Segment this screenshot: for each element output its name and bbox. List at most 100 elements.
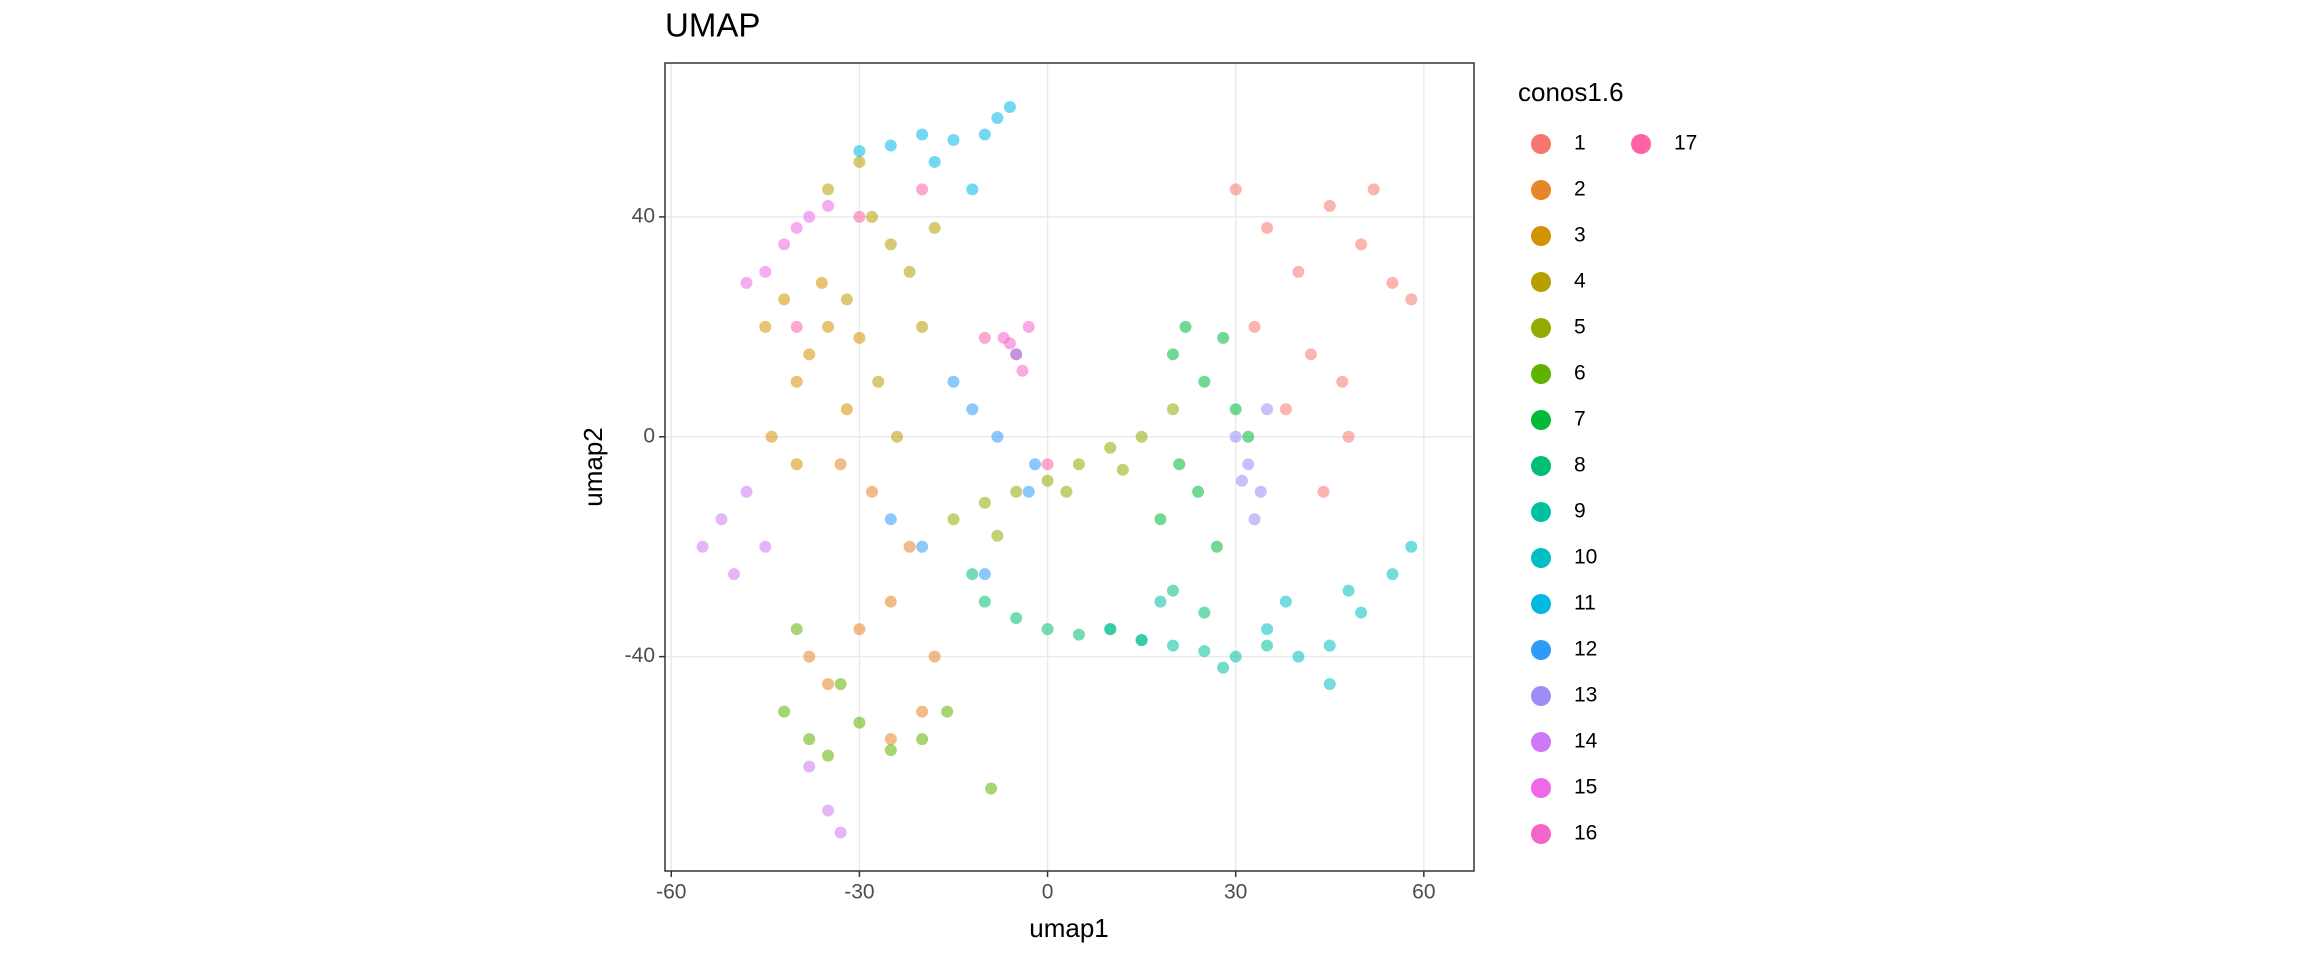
point bbox=[1342, 430, 1355, 443]
point bbox=[1104, 623, 1117, 636]
legend-swatch bbox=[1531, 134, 1551, 154]
point bbox=[1016, 364, 1029, 377]
point bbox=[1355, 238, 1368, 251]
series-points bbox=[853, 100, 1016, 196]
point bbox=[1041, 623, 1054, 636]
point bbox=[1229, 183, 1242, 196]
series-points bbox=[822, 155, 941, 443]
point bbox=[884, 744, 897, 757]
legend-label: 16 bbox=[1574, 822, 1597, 845]
x-axis-label: umap1 bbox=[1029, 913, 1109, 943]
point bbox=[1292, 265, 1305, 278]
point bbox=[884, 238, 897, 251]
legend-label: 11 bbox=[1574, 592, 1596, 615]
point bbox=[1405, 293, 1418, 306]
point bbox=[1154, 513, 1167, 526]
series-points bbox=[759, 276, 866, 471]
point bbox=[1010, 485, 1023, 498]
point bbox=[947, 375, 960, 388]
point bbox=[991, 430, 1004, 443]
point bbox=[916, 128, 929, 141]
series-points bbox=[1229, 183, 1418, 498]
point bbox=[985, 782, 998, 795]
series-points bbox=[947, 403, 1179, 542]
point bbox=[991, 529, 1004, 542]
series-points bbox=[1261, 540, 1418, 691]
point bbox=[790, 458, 803, 471]
point bbox=[1229, 650, 1242, 663]
plot-background bbox=[665, 63, 1474, 871]
point bbox=[916, 183, 929, 196]
point bbox=[822, 749, 835, 762]
point bbox=[1135, 430, 1148, 443]
point bbox=[1386, 568, 1399, 581]
point bbox=[891, 430, 904, 443]
point bbox=[1261, 221, 1274, 234]
point bbox=[1072, 458, 1085, 471]
point bbox=[803, 650, 816, 663]
point bbox=[853, 716, 866, 729]
point bbox=[1217, 331, 1230, 344]
point bbox=[1029, 458, 1042, 471]
point bbox=[1166, 639, 1179, 652]
point bbox=[803, 210, 816, 223]
point bbox=[884, 513, 897, 526]
point bbox=[1198, 606, 1211, 619]
legend-swatch bbox=[1531, 410, 1551, 430]
point bbox=[790, 221, 803, 234]
point bbox=[1355, 606, 1368, 619]
legend-label: 4 bbox=[1574, 270, 1586, 293]
legend-swatch bbox=[1531, 226, 1551, 246]
legend-label: 8 bbox=[1574, 454, 1586, 477]
point bbox=[903, 265, 916, 278]
legend-label: 1 bbox=[1574, 132, 1586, 155]
point bbox=[778, 705, 791, 718]
point bbox=[928, 221, 941, 234]
point bbox=[1198, 645, 1211, 658]
chart-title: UMAP bbox=[665, 7, 760, 44]
point bbox=[1229, 403, 1242, 416]
point bbox=[803, 348, 816, 361]
point bbox=[1010, 612, 1023, 625]
point bbox=[1166, 584, 1179, 597]
point bbox=[928, 155, 941, 168]
point bbox=[1242, 430, 1255, 443]
point bbox=[1405, 540, 1418, 553]
legend-swatch bbox=[1631, 134, 1651, 154]
point bbox=[1198, 375, 1211, 388]
point bbox=[790, 623, 803, 636]
legend-swatch bbox=[1531, 502, 1551, 522]
point bbox=[1116, 463, 1129, 476]
point bbox=[1248, 320, 1261, 333]
point bbox=[884, 595, 897, 608]
y-tick-label: -40 bbox=[625, 644, 655, 667]
point bbox=[916, 733, 929, 746]
point bbox=[1135, 634, 1148, 647]
point bbox=[790, 375, 803, 388]
legend-swatch bbox=[1531, 180, 1551, 200]
y-tick-label: 40 bbox=[632, 204, 655, 227]
point bbox=[865, 485, 878, 498]
y-axis-label: umap2 bbox=[578, 427, 608, 507]
point bbox=[840, 293, 853, 306]
legend-swatch bbox=[1531, 548, 1551, 568]
point bbox=[759, 320, 772, 333]
legend-label: 17 bbox=[1674, 132, 1697, 155]
point bbox=[1166, 348, 1179, 361]
point bbox=[740, 485, 753, 498]
point bbox=[1304, 348, 1317, 361]
point bbox=[727, 568, 740, 581]
series-points bbox=[778, 623, 998, 795]
legend-label: 10 bbox=[1574, 546, 1597, 569]
point bbox=[1173, 458, 1186, 471]
point bbox=[1261, 639, 1274, 652]
legend-label: 12 bbox=[1574, 638, 1597, 661]
point bbox=[853, 331, 866, 344]
point bbox=[1179, 320, 1192, 333]
point bbox=[1166, 403, 1179, 416]
point bbox=[966, 568, 979, 581]
point bbox=[715, 513, 728, 526]
point bbox=[778, 293, 791, 306]
point bbox=[947, 513, 960, 526]
